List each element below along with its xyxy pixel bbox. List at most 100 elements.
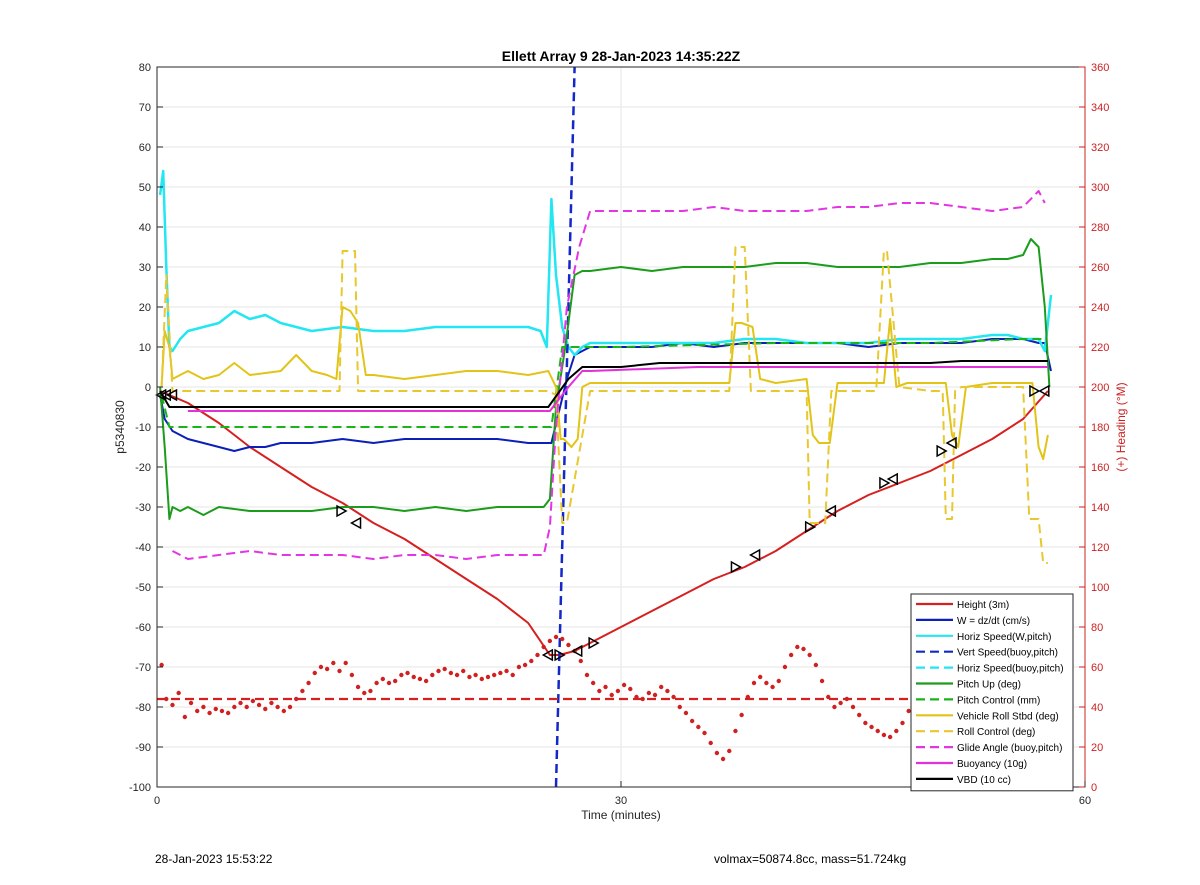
y-tick-label: 0 [145,382,151,394]
y-right-tick-label: 60 [1091,662,1103,674]
heading-point [164,696,169,702]
series-line-vert [554,67,576,787]
heading-point [535,652,540,658]
heading-point [225,710,231,716]
series-line-roll [160,306,1049,460]
heading-point [665,688,670,694]
heading-point [399,672,404,678]
heading-point [788,652,794,658]
heading-point [813,662,819,668]
series-line-glide [172,190,1046,560]
heading-point [201,704,206,710]
heading-point [578,658,583,664]
heading-point [380,676,386,682]
y-tick-label: 80 [139,62,151,74]
heading-point [467,674,472,680]
heading-point [646,690,652,696]
heading-point [430,672,435,678]
heading-point [739,712,744,718]
heading-point [671,694,676,700]
waypoint-marker [730,560,742,574]
x-tick-label: 0 [154,795,160,807]
heading-point [188,700,194,706]
heading-point [281,708,287,714]
heading-point [213,706,218,712]
heading-point [770,684,775,690]
series-line-w [159,338,1052,452]
heading-point [894,728,899,734]
series-line-buoyancy [187,366,1048,412]
legend-label: Buoyancy (10g) [957,759,1027,770]
y-tick-label: -50 [135,582,151,594]
waypoint-marker [159,388,172,402]
heading-point [182,714,188,720]
heading-point [590,680,596,686]
waypoint-marker [824,504,837,518]
heading-point [294,696,299,702]
heading-point [621,682,627,688]
legend-label: VBD (10 cc) [957,775,1011,786]
y-tick-label: 50 [139,182,151,194]
y-tick-label: -40 [135,542,151,554]
y-axis-label: p5340830 [113,400,127,454]
heading-point [881,732,887,738]
heading-point [256,702,262,708]
heading-point [159,662,164,668]
y-tick-label: 70 [139,102,151,114]
y-right-tick-label: 40 [1091,702,1103,714]
y-tick-label: -70 [135,662,151,674]
waypoint-marker [879,476,891,490]
heading-point [541,644,546,650]
heading-point [819,678,825,684]
y-right-tick-label: 320 [1091,142,1109,154]
heading-point [263,706,268,712]
heading-point [758,674,763,680]
heading-point [275,704,280,710]
heading-point [219,708,225,714]
waypoint-marker [349,516,362,530]
heading-point [250,698,256,704]
heading-point [516,664,522,670]
y-right-tick-label: 100 [1091,582,1109,594]
heading-point [436,668,441,674]
y-tick-label: -60 [135,622,151,634]
heading-point [405,670,410,676]
heading-point [337,668,342,674]
waypoint-marker [749,548,761,562]
heading-point [727,748,732,754]
y-right-tick-label: 0 [1091,782,1097,794]
waypoint-marker [1038,384,1050,398]
waypoint-marker [165,388,178,402]
heading-point [764,680,769,686]
heading-point [869,724,874,730]
legend-label: Pitch Control (mm) [957,695,1040,706]
series-line-horiz [158,169,1053,357]
waypoint-marker [541,648,554,662]
heading-point [287,704,293,710]
y-tick-label: -30 [135,502,151,514]
heading-point [442,666,447,672]
heading-point [696,724,701,730]
series-lines [157,67,1053,787]
waypoint-marker [155,388,167,402]
heading-point [362,690,367,696]
heading-point [634,694,639,700]
heading-point [844,696,850,702]
heading-point [714,750,720,756]
y-right-tick-label: 120 [1091,542,1109,554]
heading-point [720,756,726,762]
y-right-tick-label: 280 [1091,222,1109,234]
y-right-tick-label: 180 [1091,422,1109,434]
y-tick-label: 10 [139,342,151,354]
right-axis-label: (+) Heading (°M) [1114,382,1128,471]
y-right-tick-label: 200 [1091,382,1109,394]
waypoint-marker [804,520,817,534]
legend-label: Vert Speed(buoy,pitch) [957,648,1058,659]
legend-label: Pitch Up (deg) [957,680,1021,691]
heading-point [733,728,738,734]
heading-point [318,664,324,670]
heading-point [195,708,200,714]
heading-point [776,678,781,684]
heading-point [473,672,478,678]
